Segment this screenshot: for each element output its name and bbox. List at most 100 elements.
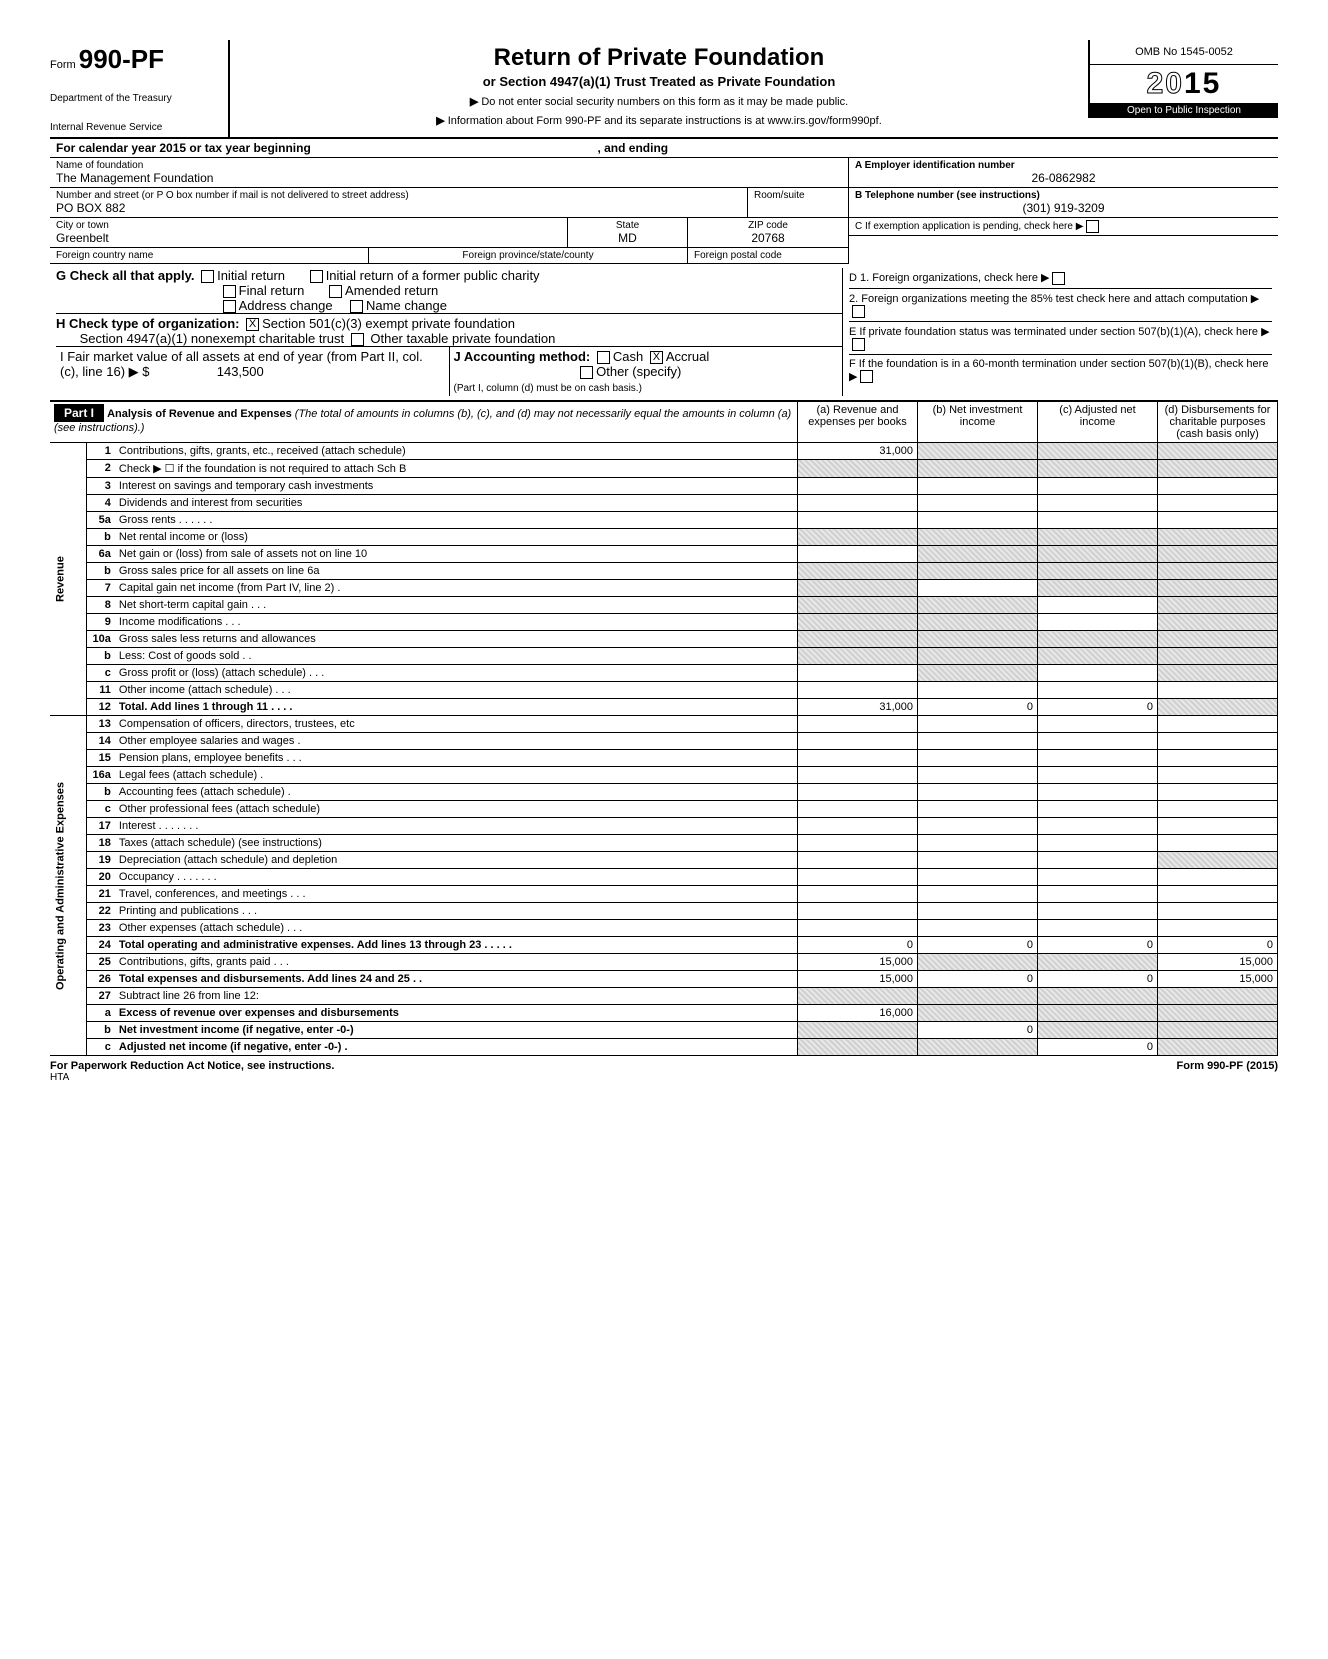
form-right-box: OMB No 1545-0052 20201515 Open to Public… [1088,40,1278,118]
checkbox-4947[interactable] [351,333,364,346]
cell-col-b [918,920,1038,937]
table-row: 11Other income (attach schedule) . . . [50,682,1278,699]
checkbox-amended[interactable] [329,285,342,298]
cell-col-d [1158,443,1278,460]
omb-number: OMB No 1545-0052 [1090,40,1278,65]
line-number: c [87,1039,115,1056]
cell-col-a [798,495,918,512]
table-row: 20Occupancy . . . . . . . [50,869,1278,886]
checkbox-initial[interactable] [201,270,214,283]
cell-col-b [918,733,1038,750]
checkbox-d2[interactable] [852,305,865,318]
cell-col-c [1038,835,1158,852]
table-row: 7Capital gain net income (from Part IV, … [50,580,1278,597]
cell-col-c [1038,597,1158,614]
cell-col-d [1158,903,1278,920]
cell-col-a [798,716,918,733]
checkbox-final[interactable] [223,285,236,298]
line-number: b [87,648,115,665]
cell-col-c [1038,903,1158,920]
cell-col-a [798,988,918,1005]
cell-col-b [918,546,1038,563]
cell-col-c [1038,767,1158,784]
line-desc: Total operating and administrative expen… [115,937,798,954]
cell-col-b [918,903,1038,920]
checkbox-e[interactable] [852,338,865,351]
cell-col-b [918,597,1038,614]
cell-col-d [1158,478,1278,495]
table-row: 17Interest . . . . . . . [50,818,1278,835]
cell-col-b [918,852,1038,869]
line-number: 22 [87,903,115,920]
cell-col-d [1158,631,1278,648]
line-number: 25 [87,954,115,971]
line-number: 10a [87,631,115,648]
cell-col-a: 15,000 [798,954,918,971]
table-row: 21Travel, conferences, and meetings . . … [50,886,1278,903]
arrow-icon [1251,293,1259,305]
checkbox-501c3[interactable]: X [246,318,259,331]
checkbox-d1[interactable] [1052,272,1065,285]
table-row: 2Check ▶ ☐ if the foundation is not requ… [50,460,1278,478]
checkbox-other[interactable] [580,366,593,379]
cell-col-c [1038,869,1158,886]
dept-treasury: Department of the Treasury [50,93,220,104]
cell-col-a [798,852,918,869]
cell-col-a [798,546,918,563]
checkbox-address[interactable] [223,300,236,313]
line-desc: Gross sales less returns and allowances [115,631,798,648]
checkbox-name[interactable] [350,300,363,313]
checkbox-cash[interactable] [597,351,610,364]
line-desc: Net short-term capital gain . . . [115,597,798,614]
cell-col-d [1158,988,1278,1005]
dept-irs: Internal Revenue Service [50,122,220,133]
line-desc: Contributions, gifts, grants, etc., rece… [115,443,798,460]
cell-col-a [798,563,918,580]
line-desc: Printing and publications . . . [115,903,798,920]
cell-col-d [1158,460,1278,478]
cell-col-b: 0 [918,1022,1038,1039]
identity-block: Name of foundation The Management Founda… [50,158,1278,264]
cell-col-b [918,818,1038,835]
cell-col-c [1038,988,1158,1005]
line-number: 18 [87,835,115,852]
cell-col-c [1038,818,1158,835]
cell-col-d [1158,682,1278,699]
foundation-zip: 20768 [694,231,842,245]
arrow-icon [849,371,857,383]
foreign-country-label: Foreign country name [56,250,362,261]
cell-col-c [1038,750,1158,767]
table-row: bGross sales price for all assets on lin… [50,563,1278,580]
line-number: 20 [87,869,115,886]
cell-col-b [918,512,1038,529]
cell-col-a [798,631,918,648]
cell-col-a [798,1022,918,1039]
cell-col-a [798,920,918,937]
ein-value: 26-0862982 [855,171,1272,185]
table-row: Operating and Administrative Expenses13C… [50,716,1278,733]
checkbox-c[interactable] [1086,220,1099,233]
footer-hta: HTA [50,1072,1278,1083]
footer-right: Form 990-PF (2015) [1177,1060,1278,1072]
table-row: 8Net short-term capital gain . . . [50,597,1278,614]
table-row: 25Contributions, gifts, grants paid . . … [50,954,1278,971]
cell-col-c [1038,443,1158,460]
cell-col-d: 15,000 [1158,971,1278,988]
name-label: Name of foundation [56,160,842,171]
cell-col-c [1038,563,1158,580]
cell-col-b [918,682,1038,699]
checkbox-initial-former[interactable] [310,270,323,283]
cell-col-a [798,682,918,699]
cell-col-d [1158,580,1278,597]
table-row: 24Total operating and administrative exp… [50,937,1278,954]
table-row: cOther professional fees (attach schedul… [50,801,1278,818]
table-row: bAccounting fees (attach schedule) . [50,784,1278,801]
checkbox-accrual[interactable]: X [650,351,663,364]
line-desc: Legal fees (attach schedule) . [115,767,798,784]
cell-col-d [1158,869,1278,886]
cell-col-d [1158,767,1278,784]
cell-col-c [1038,801,1158,818]
d2-line: 2. Foreign organizations meeting the 85%… [849,289,1272,322]
checkbox-f[interactable] [860,370,873,383]
cell-col-a [798,648,918,665]
